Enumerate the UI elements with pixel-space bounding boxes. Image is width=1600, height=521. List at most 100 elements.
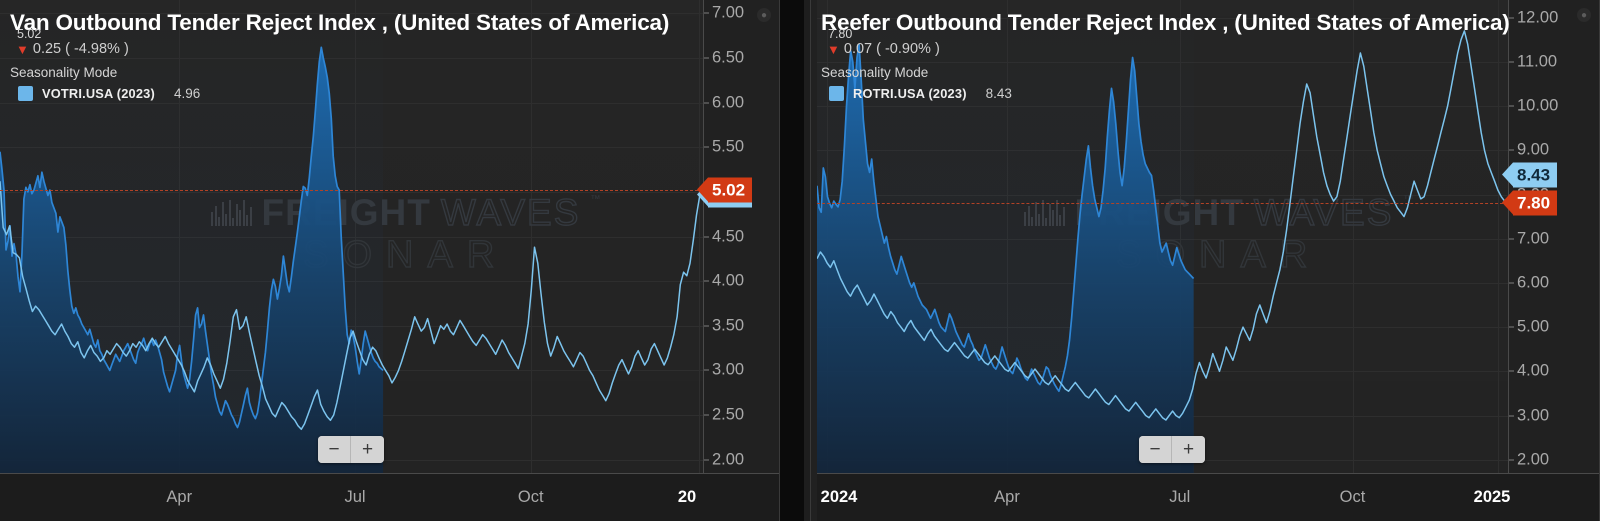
- zoom-controls-reefer[interactable]: − +: [1139, 436, 1205, 463]
- y-axis-tick: 4.50: [704, 227, 744, 246]
- y-axis-tick: 12.00: [1509, 8, 1558, 27]
- legend-series-value: 4.96: [173, 86, 201, 102]
- legend-series-name: VOTRI.USA (2023): [42, 86, 155, 102]
- series-line-seasonal: [0, 46, 384, 429]
- y-axis-tick: 2.00: [1509, 450, 1549, 469]
- y-axis-tick: 3.00: [1509, 406, 1549, 425]
- plot-area-reefer[interactable]: FREIGHTWAVES™SONAR: [817, 0, 1508, 473]
- series-canvas: [0, 46, 703, 473]
- x-axis-tick: 20: [677, 488, 697, 506]
- arrow-down-icon: ▼: [827, 42, 840, 58]
- series-line-seasonal: [817, 43, 1195, 393]
- x-axis-tick: Jul: [1169, 488, 1191, 506]
- gridline-horizontal: [817, 106, 1508, 108]
- badge-value: 7.80: [1517, 193, 1551, 213]
- y-axis-tick: 10.00: [1509, 97, 1558, 116]
- seasonality-mode-label: Seasonality Mode: [821, 65, 929, 81]
- legend-swatch-icon: [829, 86, 844, 102]
- quote-last-value: 7.80: [828, 26, 853, 41]
- y-axis-tick: 6.00: [1509, 273, 1549, 292]
- panel-menu-icon[interactable]: ●: [1577, 8, 1591, 22]
- x-axis-tick: Oct: [517, 488, 544, 506]
- gridline-vertical: [1007, 0, 1008, 473]
- gridline-horizontal: [817, 150, 1508, 152]
- current-value-badge[interactable]: 7.80: [1502, 190, 1558, 216]
- gridline-vertical: [1498, 0, 1499, 473]
- quote-change: 0.07: [843, 40, 873, 57]
- quote-change: 0.25: [32, 40, 62, 57]
- gridline-horizontal: [0, 102, 703, 104]
- panel-header-van: Van Outbound Tender Reject Index , (Unit…: [10, 8, 709, 102]
- gridline-vertical: [1353, 0, 1354, 473]
- legend-series-name: ROTRI.USA (2023): [853, 86, 967, 102]
- gridline-vertical: [179, 0, 180, 473]
- gridline-horizontal: [0, 58, 703, 59]
- badge-pointer-icon: [1502, 190, 1513, 215]
- y-axis-tick: 7.00: [704, 4, 744, 23]
- y-axis-tick: 6.50: [704, 49, 744, 68]
- gridline-horizontal: [817, 238, 1508, 240]
- seasonal-value-badge[interactable]: 8.43: [1502, 162, 1558, 188]
- badge-value: 8.43: [1517, 165, 1551, 185]
- gridline-vertical: [1180, 0, 1181, 473]
- chart-panel-reefer: FREIGHTWAVES™SONAR 2.00 3.00 4.00 5.00 6.00 7…: [804, 0, 1600, 521]
- arrow-down-icon: ▼: [16, 42, 29, 58]
- series-line-current: [817, 30, 1508, 421]
- badge-value: 5.02: [712, 180, 746, 200]
- x-axis-tick: 2025: [1473, 488, 1511, 506]
- quote-block: 7.80 ▼ 0.07 ( -0.90% ): [827, 27, 940, 58]
- y-axis-van: 2.00 2.50 3.00 3.50 4.00 4.50 5.50 6.00 6.50 7.00: [703, 0, 775, 473]
- gridline-vertical: [531, 0, 532, 473]
- y-axis-tick: 2.50: [704, 405, 744, 424]
- panel-divider: [780, 0, 804, 521]
- y-axis-tick: 3.00: [704, 361, 744, 380]
- gridline-horizontal: [817, 17, 1508, 19]
- y-axis-tick: 7.00: [1509, 229, 1549, 248]
- y-axis-tick: 11.00: [1509, 52, 1557, 71]
- legend-swatch-icon: [18, 86, 33, 102]
- reference-line: [817, 203, 1508, 205]
- x-axis-tick: Oct: [1339, 488, 1366, 506]
- panel-menu-icon[interactable]: ●: [757, 8, 771, 22]
- gridline-horizontal: [817, 61, 1508, 63]
- gridline-vertical: [355, 0, 356, 473]
- x-axis-tick: 2024: [820, 488, 858, 506]
- current-value-badge[interactable]: 5.02: [697, 177, 753, 203]
- y-axis-tick: 3.50: [704, 316, 744, 335]
- gridline-horizontal: [0, 281, 703, 283]
- x-axis-tick: Jul: [344, 488, 366, 506]
- reference-line: [0, 190, 703, 192]
- gridline-horizontal: [0, 325, 703, 327]
- zoom-out-button[interactable]: −: [318, 436, 351, 463]
- gridline-horizontal: [0, 147, 703, 149]
- quote-last-value: 5.02: [17, 26, 42, 41]
- page-title: Van Outbound Tender Reject Index , (Unit…: [10, 10, 670, 35]
- y-axis-tick: 4.00: [1509, 362, 1549, 381]
- zoom-in-button[interactable]: +: [1172, 436, 1205, 463]
- zoom-out-button[interactable]: −: [1139, 436, 1172, 463]
- gridline-vertical: [699, 0, 700, 473]
- badge-pointer-icon: [1502, 162, 1513, 187]
- y-axis-tick: 5.50: [704, 138, 744, 157]
- series-area-fill: [817, 44, 1194, 473]
- series-line-current: [0, 181, 703, 431]
- y-axis-tick: 4.00: [704, 272, 744, 291]
- seasonality-mode-label: Seasonality Mode: [10, 65, 118, 81]
- series-canvas: [817, 30, 1508, 473]
- legend-reefer[interactable]: ROTRI.USA (2023) 8.43: [821, 86, 1529, 102]
- quote-change-pct: ( -0.90% ): [876, 40, 940, 57]
- legend-van[interactable]: VOTRI.USA (2023) 4.96: [10, 86, 709, 102]
- x-axis-reefer: 2024 Apr Jul Oct 2025: [817, 473, 1599, 521]
- legend-series-value: 8.43: [985, 86, 1012, 102]
- series-area-fill: [0, 47, 384, 473]
- zoom-in-button[interactable]: +: [351, 436, 384, 463]
- zoom-controls-van[interactable]: − +: [318, 436, 384, 463]
- gridline-horizontal: [0, 191, 703, 193]
- page-title: Reefer Outbound Tender Reject Index , (U…: [821, 10, 1510, 35]
- gridline-horizontal: [0, 13, 703, 15]
- panel-header-reefer: Reefer Outbound Tender Reject Index , (U…: [821, 8, 1529, 102]
- x-axis-tick: Apr: [166, 488, 193, 506]
- badge-pointer-icon: [697, 177, 708, 202]
- y-axis-tick: 5.00: [1509, 318, 1549, 337]
